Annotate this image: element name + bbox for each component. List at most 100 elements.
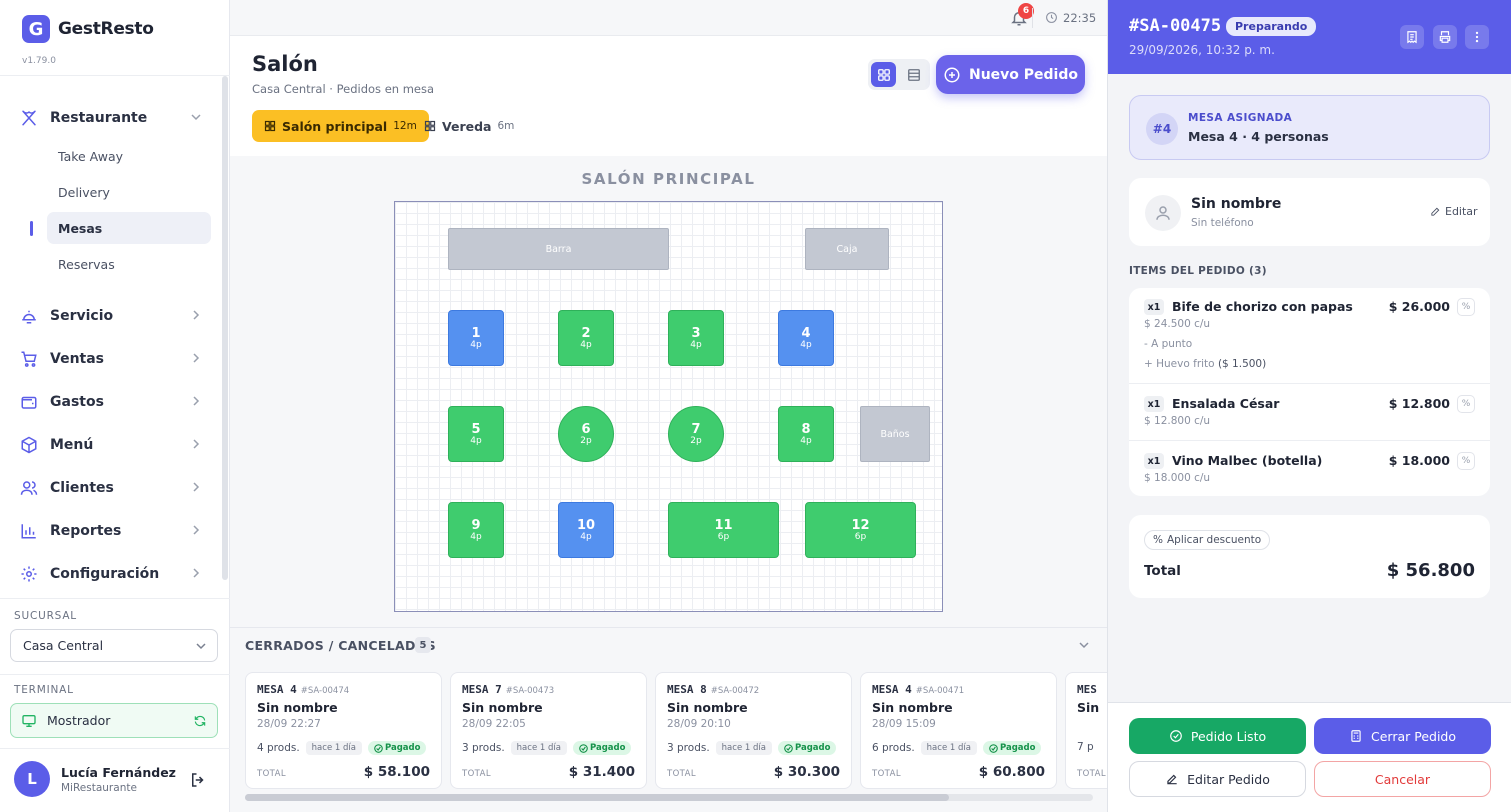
sidebar-item-restaurante[interactable]: Restaurante [20, 105, 202, 131]
sidebar-item-configuracion[interactable]: Configuración [20, 561, 202, 587]
divider [1129, 383, 1490, 384]
close-order-label: Cerrar Pedido [1370, 728, 1457, 744]
sidebar-item-servicio[interactable]: Servicio [20, 303, 202, 329]
card-total-label: TOTAL [872, 769, 901, 779]
table-capacity: 2p [580, 435, 592, 446]
new-order-button[interactable]: Nuevo Pedido [936, 55, 1085, 94]
order-items-list: x1 Bife de chorizo con papas $ 26.000 % … [1129, 288, 1490, 496]
sidebar-item-clientes[interactable]: Clientes [20, 475, 202, 501]
table-10[interactable]: 10 4p [558, 502, 614, 558]
sidebar-item-menu[interactable]: Menú [20, 432, 202, 458]
list-view-button[interactable] [901, 62, 926, 87]
sidebar-item-label: Configuración [50, 566, 160, 582]
item-modifier: + Huevo frito ($ 1.500) [1144, 358, 1266, 370]
sidebar-subitem-reservas[interactable]: Reservas [58, 256, 115, 272]
table-number: 6 [581, 421, 591, 437]
item-name: Ensalada César [1172, 396, 1280, 411]
check-circle-icon [579, 743, 588, 753]
table-1[interactable]: 1 4p [448, 310, 504, 366]
sucursal-select[interactable]: Casa Central [10, 629, 218, 662]
card-ago: hace 1 día [510, 741, 567, 755]
card-total-label: TOTAL [1077, 769, 1106, 779]
card-products: 3 prods. [462, 742, 505, 754]
order-item[interactable]: x1 Vino Malbec (botella) $ 18.000 % $ 18… [1129, 441, 1490, 496]
item-discount-button[interactable]: % [1457, 395, 1475, 413]
edit-order-button[interactable]: Editar Pedido [1129, 761, 1306, 797]
order-ready-button[interactable]: Pedido Listo [1129, 718, 1306, 754]
main-content: 6 22:35 Salón Casa Central · Pedidos en … [230, 0, 1107, 812]
table-8[interactable]: 8 4p [778, 406, 834, 462]
table-5[interactable]: 5 4p [448, 406, 504, 462]
sidebar-item-gastos[interactable]: Gastos [20, 389, 202, 415]
cards-scrollbar[interactable] [245, 794, 1093, 801]
zone-tab-vereda[interactable]: Vereda 6m [412, 110, 526, 142]
user-profile[interactable]: L Lucía Fernández MiRestaurante [14, 761, 176, 797]
current-time: 22:35 [1063, 11, 1097, 25]
order-detail-panel: #SA-00475 Preparando 29/09/2026, 10:32 p… [1107, 0, 1511, 812]
card-mesa: MESA 4 [257, 683, 297, 696]
card-products: 7 p [1077, 741, 1094, 753]
table-9[interactable]: 9 4p [448, 502, 504, 558]
table-capacity: 4p [470, 435, 482, 446]
table-12[interactable]: 12 6p [805, 502, 916, 558]
assigned-table-card[interactable]: #4 MESA ASIGNADA Mesa 4 · 4 personas [1129, 95, 1490, 160]
sidebar-item-label: Ventas [50, 351, 105, 367]
order-item[interactable]: x1 Ensalada César $ 12.800 % $ 12.800 c/… [1129, 384, 1490, 441]
closed-orders-list: MESA 4 #SA-00474 Sin nombre 28/09 22:27 4… [245, 672, 1107, 790]
zone-label: Salón principal [282, 118, 388, 134]
receipt-button[interactable] [1400, 25, 1424, 49]
floor-plan: Barra Caja Baños 1 4p 2 4p 3 4p 4 4p 5 4p 6 2p… [394, 201, 943, 612]
more-options-button[interactable] [1465, 25, 1489, 49]
check-circle-icon [784, 743, 793, 753]
item-unit-price: $ 12.800 c/u [1144, 415, 1211, 427]
clock-icon [1046, 12, 1057, 23]
brand[interactable]: G GestResto [22, 15, 154, 43]
item-discount-button[interactable]: % [1457, 452, 1475, 470]
table-4[interactable]: 4 4p [778, 310, 834, 366]
apply-discount-button[interactable]: % Aplicar descuento [1144, 530, 1271, 550]
cart-icon [21, 351, 37, 367]
edit-order-label: Editar Pedido [1187, 771, 1270, 787]
table-2[interactable]: 2 4p [558, 310, 614, 366]
sidebar-scrollbar[interactable] [222, 76, 228, 580]
modifier-extra: ($ 1.500) [1217, 358, 1267, 370]
table-3[interactable]: 3 4p [668, 310, 724, 366]
print-button[interactable] [1433, 25, 1457, 49]
card-mesa: MESA 7 [462, 683, 502, 696]
sidebar-subitem-delivery[interactable]: Delivery [58, 184, 110, 200]
edit-customer-button[interactable]: Editar [1430, 205, 1478, 218]
zone-tab-salon-principal[interactable]: Salón principal 12m [252, 110, 429, 142]
sidebar-item-ventas[interactable]: Ventas [20, 346, 202, 372]
closed-orders-header[interactable]: CERRADOS / CANCELADOS 5 [230, 627, 1107, 661]
table-capacity: 4p [580, 531, 592, 542]
close-order-button[interactable]: Cerrar Pedido [1314, 718, 1491, 754]
table-11[interactable]: 11 6p [668, 502, 779, 558]
item-discount-button[interactable]: % [1457, 298, 1475, 316]
logout-icon[interactable] [189, 771, 207, 789]
grid-icon [877, 68, 890, 81]
receipt-icon [1407, 31, 1417, 44]
terminal-select[interactable]: Mostrador [10, 703, 218, 738]
order-item[interactable]: x1 Bife de chorizo con papas $ 26.000 % … [1129, 288, 1490, 384]
chevron-down-icon [191, 114, 201, 121]
closed-order-card[interactable]: MES Sin 7 p TOTAL [1065, 672, 1107, 789]
sidebar-subitem-take-away[interactable]: Take Away [58, 148, 124, 164]
closed-order-card[interactable]: MESA 4 #SA-00474 Sin nombre 28/09 22:27 4… [245, 672, 442, 789]
cancel-order-button[interactable]: Cancelar [1314, 761, 1491, 797]
closed-order-card[interactable]: MESA 7 #SA-00473 Sin nombre 28/09 22:05 3… [450, 672, 647, 789]
sucursal-value: Casa Central [23, 638, 104, 653]
table-7[interactable]: 7 2p [668, 406, 724, 462]
card-mesa: MES [1077, 683, 1097, 696]
table-6[interactable]: 6 2p [558, 406, 614, 462]
refresh-icon[interactable] [193, 714, 207, 728]
sidebar-item-reportes[interactable]: Reportes [20, 518, 202, 544]
modifier-label: + Huevo frito [1144, 358, 1215, 370]
item-unit-price: $ 24.500 c/u [1144, 318, 1211, 330]
table-capacity: 4p [690, 339, 702, 350]
scrollbar-thumb[interactable] [245, 794, 949, 801]
closed-order-card[interactable]: MESA 8 #SA-00472 Sin nombre 28/09 20:10 3… [655, 672, 852, 789]
sidebar-subitem-mesas[interactable]: Mesas [47, 212, 211, 244]
grid-view-button[interactable] [871, 62, 896, 87]
closed-order-card[interactable]: MESA 4 #SA-00471 Sin nombre 28/09 15:09 6… [860, 672, 1057, 789]
